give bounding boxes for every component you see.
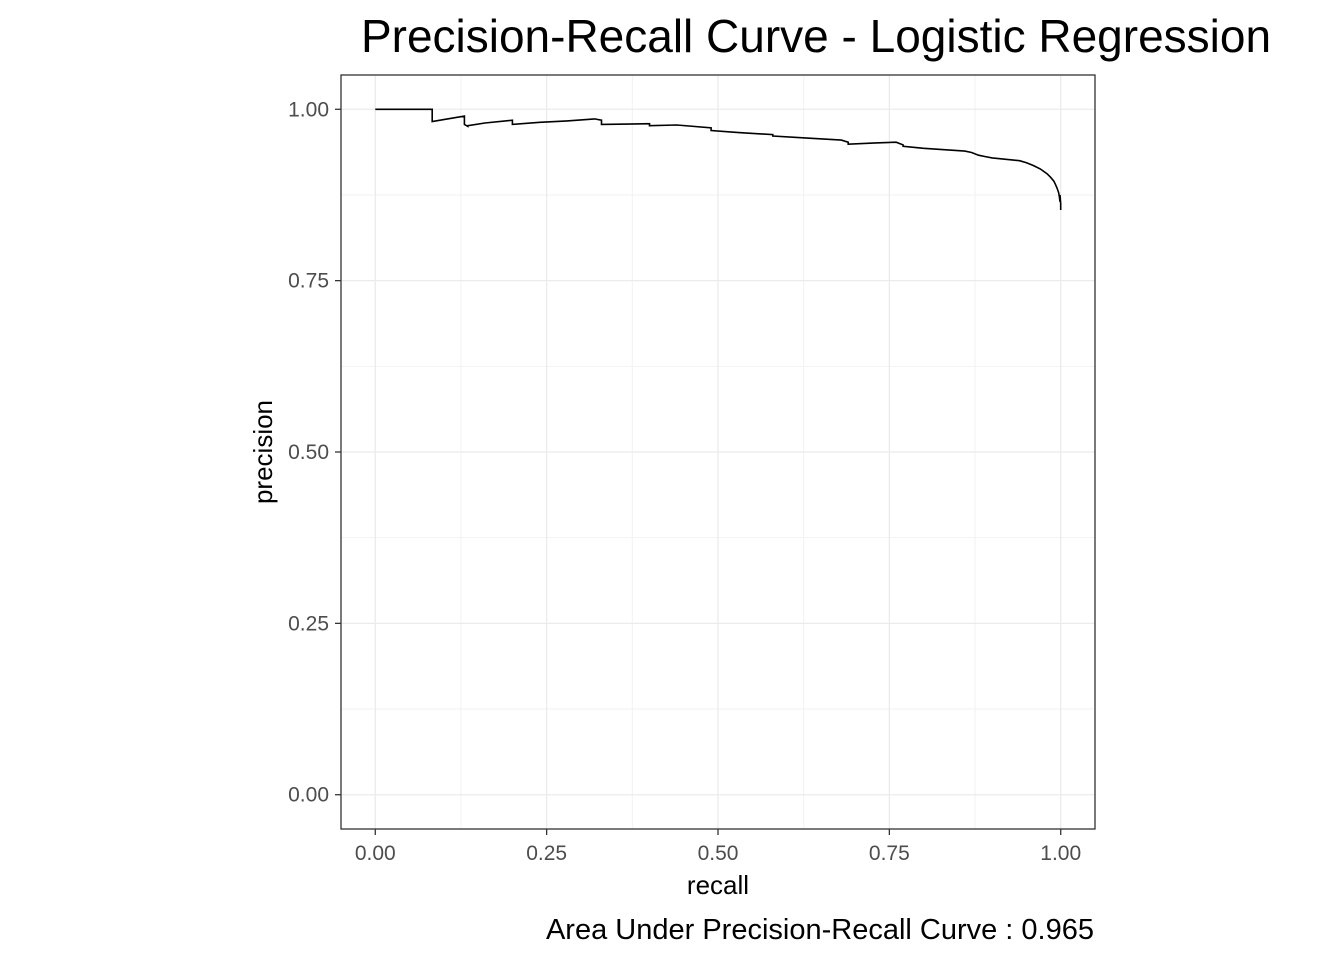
x-tick-label: 0.00 [355, 842, 396, 865]
y-tick-label: 0.50 [288, 441, 329, 464]
x-tick-label: 0.75 [869, 842, 910, 865]
x-tick-label: 0.25 [526, 842, 567, 865]
axis-ticks: 0.00 0.25 0.50 0.75 1.00 0.00 0.25 0.50 0.75 1.00 [288, 98, 1081, 865]
grid-lines [341, 75, 1095, 829]
y-tick-label: 0.25 [288, 612, 329, 635]
auc-caption: Area Under Precision-Recall Curve : 0.96… [546, 914, 1094, 946]
y-tick-label: 1.00 [288, 98, 329, 121]
series-layer [375, 108, 1062, 210]
x-tick-label: 0.50 [698, 842, 739, 865]
pr-curve-line [375, 108, 1062, 210]
x-axis-label: recall [687, 870, 749, 900]
y-tick-label: 0.00 [288, 784, 329, 807]
chart-title: Precision-Recall Curve - Logistic Regres… [361, 10, 1271, 62]
y-tick-label: 0.75 [288, 270, 329, 293]
y-axis-label: precision [248, 400, 278, 504]
x-tick-label: 1.00 [1040, 842, 1081, 865]
